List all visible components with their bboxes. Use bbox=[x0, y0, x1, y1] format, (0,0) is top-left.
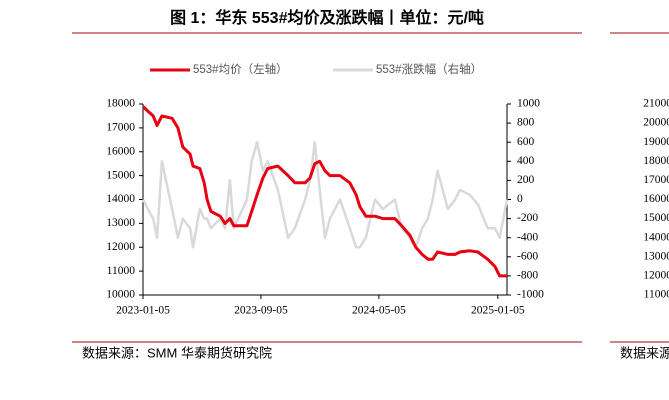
x-tick-label: 2023-09-05 bbox=[234, 305, 288, 317]
y-tick-label: 12000 bbox=[643, 270, 669, 282]
y2-tick-label: -800 bbox=[517, 270, 538, 282]
y-tick-label: 14000 bbox=[106, 193, 135, 205]
y2-tick-label: -1000 bbox=[517, 289, 544, 301]
y-tick-label: 14000 bbox=[643, 231, 669, 243]
y-tick-label: 20000 bbox=[643, 117, 669, 129]
y2-tick-label: 200 bbox=[517, 174, 535, 186]
x-tick-label: 2024-05-05 bbox=[352, 305, 406, 317]
y2-tick-label: 600 bbox=[517, 136, 535, 148]
source: 数据来源：SMM 华泰期货研究院 bbox=[82, 345, 272, 360]
x-tick-label: 2025-01-05 bbox=[471, 305, 525, 317]
y-tick-label: 11000 bbox=[644, 289, 669, 301]
y-tick-label: 11000 bbox=[107, 265, 136, 277]
y2-tick-label: -200 bbox=[517, 212, 538, 224]
chart-title: 图 1：华东 553#均价及涨跌幅丨单位：元/吨 bbox=[170, 8, 484, 27]
y-tick-label: 16000 bbox=[643, 193, 669, 205]
x-tick-label: 2023-01-05 bbox=[116, 305, 170, 317]
y-tick-label: 18000 bbox=[106, 98, 135, 110]
y-tick-label: 15000 bbox=[643, 212, 669, 224]
y-tick-label: 12000 bbox=[106, 241, 135, 253]
y2-tick-label: -400 bbox=[517, 231, 538, 243]
y-tick-label: 16000 bbox=[106, 145, 135, 157]
y-tick-label: 17000 bbox=[106, 122, 135, 134]
y-tick-label: 17000 bbox=[643, 174, 669, 186]
series-line bbox=[141, 105, 507, 278]
y-tick-label: 19000 bbox=[643, 136, 669, 148]
y-tick-label: 10000 bbox=[106, 289, 135, 301]
y-tick-label: 15000 bbox=[106, 169, 135, 181]
source: 数据来源 bbox=[620, 345, 669, 360]
legend-label: 553#涨跌幅（右轴） bbox=[376, 62, 482, 76]
y2-tick-label: 400 bbox=[517, 155, 535, 167]
y-tick-label: 21000 bbox=[643, 98, 669, 110]
series-line bbox=[141, 140, 509, 249]
y2-tick-label: 0 bbox=[517, 193, 523, 205]
y2-tick-label: 1000 bbox=[517, 98, 540, 110]
y2-tick-label: 800 bbox=[517, 117, 535, 129]
legend-label: 553#均价（左轴） bbox=[193, 62, 288, 76]
y-tick-label: 13000 bbox=[106, 217, 135, 229]
y-tick-label: 13000 bbox=[643, 250, 669, 262]
y2-tick-label: -600 bbox=[517, 250, 538, 262]
y-tick-label: 18000 bbox=[643, 155, 669, 167]
